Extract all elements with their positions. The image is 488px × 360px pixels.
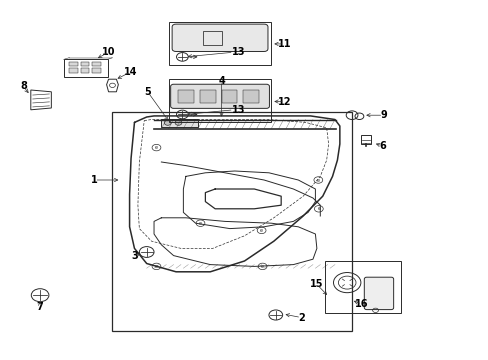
Text: e: e (155, 145, 158, 150)
Text: 6: 6 (378, 141, 385, 151)
Bar (360, 135, 370, 144)
Bar (243, 90, 258, 103)
Bar (81, 62, 89, 66)
Text: e: e (155, 264, 158, 269)
Circle shape (175, 120, 182, 125)
Text: e: e (261, 264, 264, 269)
Text: e: e (260, 228, 263, 233)
Bar (92, 62, 101, 66)
Text: 3: 3 (131, 251, 138, 261)
Bar (221, 90, 237, 103)
Text: 15: 15 (309, 279, 323, 289)
Text: 10: 10 (102, 47, 115, 57)
Text: 8: 8 (20, 81, 27, 91)
Text: 9: 9 (379, 110, 386, 120)
FancyBboxPatch shape (170, 84, 269, 108)
Bar (168, 22, 271, 65)
FancyBboxPatch shape (172, 24, 267, 51)
Bar (69, 62, 78, 66)
Text: 5: 5 (144, 87, 151, 97)
Text: 13: 13 (231, 105, 245, 115)
Bar (325, 261, 400, 313)
Bar (81, 68, 89, 73)
Bar (168, 79, 271, 122)
Text: 4: 4 (218, 76, 224, 86)
Text: 12: 12 (277, 96, 291, 107)
Circle shape (164, 120, 171, 125)
Text: 1: 1 (91, 175, 98, 185)
Bar (63, 59, 107, 77)
Bar (178, 90, 194, 103)
Text: 14: 14 (123, 67, 137, 77)
FancyBboxPatch shape (364, 277, 393, 310)
Bar (92, 68, 101, 73)
Text: 2: 2 (297, 312, 304, 323)
Text: 7: 7 (37, 302, 43, 312)
Bar (69, 68, 78, 73)
Bar (203, 31, 222, 45)
Text: e: e (317, 206, 320, 211)
Text: 11: 11 (277, 39, 291, 49)
Text: 16: 16 (354, 299, 368, 309)
Bar (112, 112, 351, 331)
Text: e: e (199, 221, 202, 226)
Text: 13: 13 (231, 47, 245, 57)
Bar (200, 90, 215, 103)
Bar (161, 119, 198, 127)
Text: e: e (316, 177, 319, 183)
